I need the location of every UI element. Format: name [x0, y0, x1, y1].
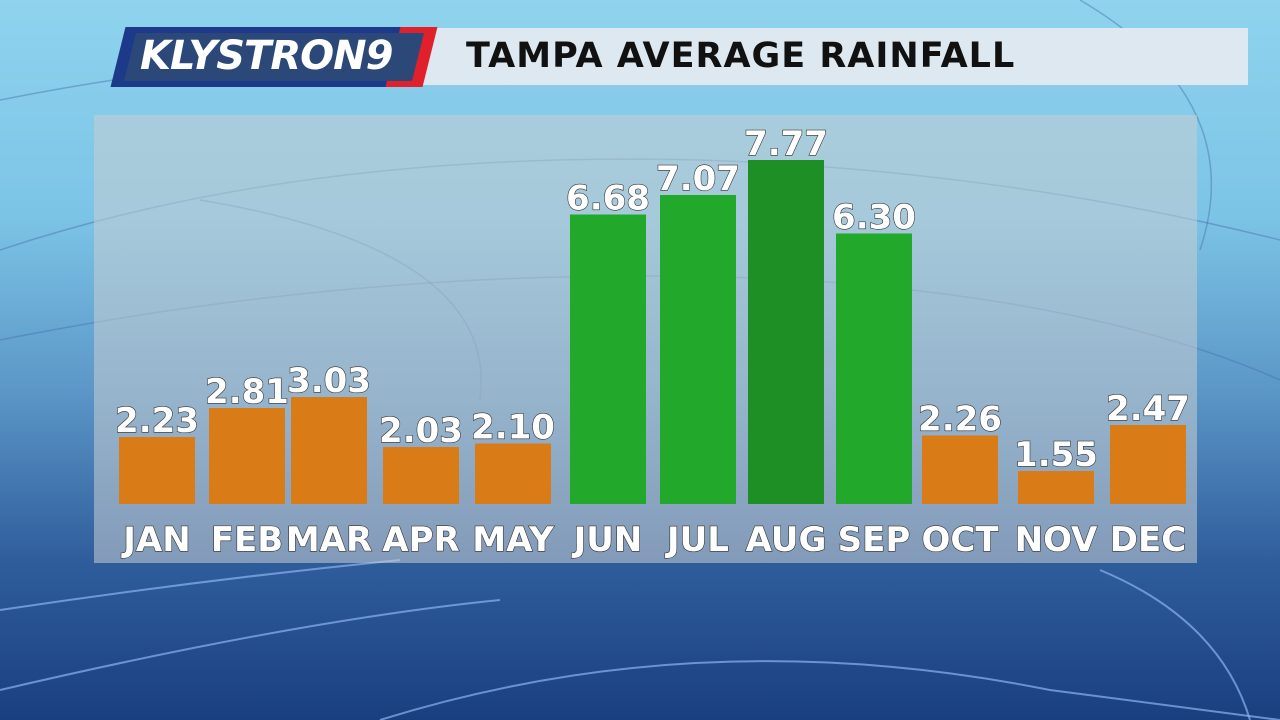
bar-apr: [383, 447, 459, 504]
value-label: 2.23: [115, 401, 199, 441]
bar-oct: [922, 435, 998, 504]
month-label: JUL: [665, 520, 729, 560]
value-label: 2.81: [205, 372, 289, 412]
month-label: NOV: [1015, 520, 1098, 560]
bar-nov: [1018, 471, 1094, 504]
klystron9-logo: KLYSTRON9: [110, 27, 438, 87]
value-label: 2.47: [1106, 389, 1190, 429]
value-label: 1.55: [1014, 435, 1098, 475]
value-label: 6.68: [566, 179, 650, 219]
bar-feb: [209, 408, 285, 504]
bar-jun: [570, 214, 646, 504]
month-label: MAY: [472, 520, 554, 560]
value-label: 7.07: [656, 159, 740, 199]
logo-text: KLYSTRON9: [140, 33, 393, 79]
chart-title: TAMPA AVERAGE RAINFALL: [466, 36, 1016, 76]
value-label: 6.30: [832, 198, 916, 238]
month-label: MAR: [286, 520, 372, 560]
bar-aug: [748, 160, 824, 504]
bar-sep: [836, 233, 912, 504]
bar-jan: [119, 437, 195, 504]
month-label: FEB: [211, 520, 283, 560]
value-label: 2.10: [471, 408, 555, 448]
bar-jul: [660, 195, 736, 504]
month-label: JAN: [121, 520, 190, 560]
value-label: 3.03: [287, 361, 371, 401]
month-label: AUG: [746, 520, 827, 560]
month-label: OCT: [921, 520, 999, 560]
value-label: 2.03: [379, 411, 463, 451]
month-label: SEP: [838, 520, 911, 560]
bar-may: [475, 443, 551, 504]
bar-mar: [291, 397, 367, 504]
value-label: 7.77: [744, 124, 828, 164]
bar-dec: [1110, 425, 1186, 504]
month-label: APR: [382, 520, 459, 560]
value-label: 2.26: [918, 400, 1002, 440]
month-label: DEC: [1110, 520, 1186, 560]
title-bar: [400, 28, 1248, 85]
month-label: JUN: [572, 520, 643, 560]
